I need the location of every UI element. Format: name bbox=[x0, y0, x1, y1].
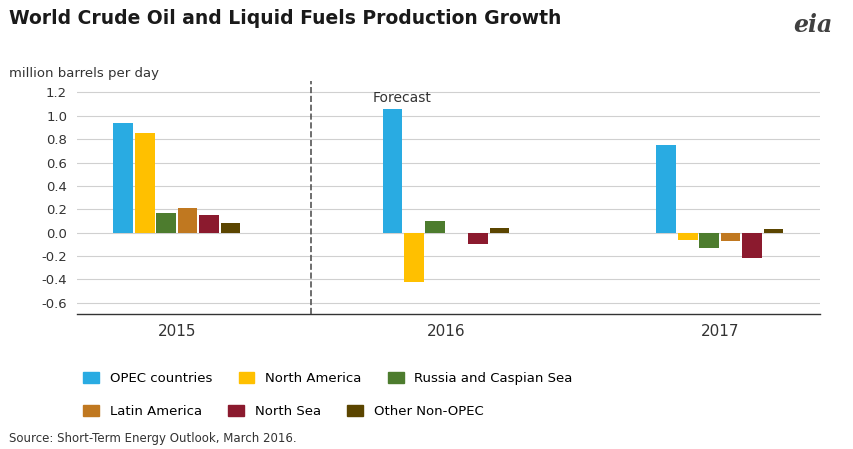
Bar bbox=[156, 213, 176, 233]
Bar bbox=[425, 221, 444, 233]
Bar bbox=[199, 215, 218, 233]
Bar bbox=[741, 233, 761, 258]
Bar bbox=[699, 233, 718, 248]
Text: Source: Short-Term Energy Outlook, March 2016.: Source: Short-Term Energy Outlook, March… bbox=[9, 431, 296, 445]
Bar bbox=[382, 109, 402, 233]
Text: 2016: 2016 bbox=[426, 324, 465, 339]
Text: World Crude Oil and Liquid Fuels Production Growth: World Crude Oil and Liquid Fuels Product… bbox=[9, 9, 560, 28]
Bar bbox=[177, 208, 197, 233]
Text: 2017: 2017 bbox=[699, 324, 738, 339]
Bar bbox=[677, 233, 697, 240]
Legend: Latin America, North Sea, Other Non-OPEC: Latin America, North Sea, Other Non-OPEC bbox=[84, 405, 483, 418]
Bar bbox=[220, 223, 240, 233]
Bar bbox=[467, 233, 487, 244]
Text: eia: eia bbox=[792, 13, 832, 37]
Bar bbox=[113, 123, 133, 233]
Bar bbox=[656, 145, 676, 233]
Bar bbox=[403, 233, 423, 282]
Text: million barrels per day: million barrels per day bbox=[9, 67, 159, 80]
Text: 2015: 2015 bbox=[158, 324, 196, 339]
Bar bbox=[763, 229, 782, 233]
Bar bbox=[720, 233, 740, 241]
Text: Forecast: Forecast bbox=[372, 91, 431, 106]
Bar bbox=[135, 133, 154, 233]
Bar bbox=[489, 228, 508, 233]
